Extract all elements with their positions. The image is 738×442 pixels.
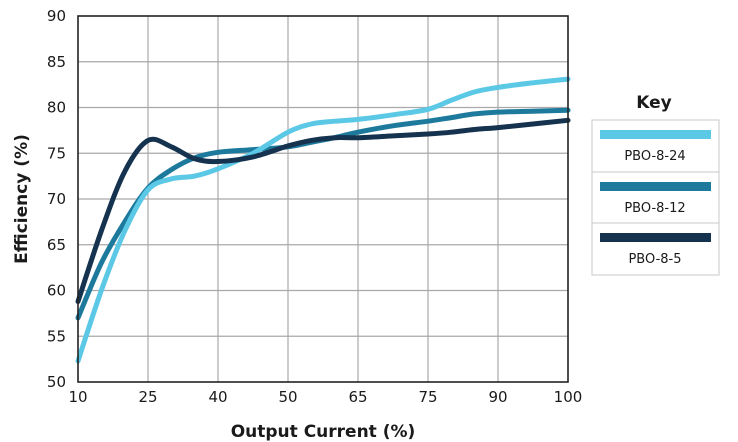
x-tick-labels: 10 25 40 50 65 75 90 100 (68, 388, 582, 406)
series-line-pbo-8-5 (75, 117, 571, 304)
x-tick-label: 10 (68, 388, 87, 406)
legend-swatch-pbo-8-5 (600, 233, 711, 242)
plot-frame (77, 15, 569, 383)
x-tick-label: 75 (418, 388, 437, 406)
x-tick-label: 50 (278, 388, 297, 406)
legend-box (591, 119, 720, 276)
x-tick-label: 90 (488, 388, 507, 406)
legend-label-pbo-8-24: PBO-8-24 (624, 149, 685, 164)
legend-label-pbo-8-5: PBO-8-5 (628, 252, 681, 267)
y-tick-label: 90 (47, 7, 66, 25)
x-tick-label: 100 (554, 388, 583, 406)
x-tick-label: 25 (138, 388, 157, 406)
legend: Key PBO-8-24 PBO-8-12 PBO-8-5 (591, 93, 720, 276)
y-tick-labels: 50 55 60 65 70 75 80 85 90 (47, 7, 66, 391)
y-tick-label: 80 (47, 99, 66, 117)
y-tick-label: 65 (47, 236, 66, 254)
y-tick-label: 55 (47, 327, 66, 345)
series-lines (75, 76, 571, 364)
y-tick-label: 75 (47, 144, 66, 162)
series-line-pbo-8-24 (75, 76, 571, 364)
y-tick-label: 60 (47, 282, 66, 300)
y-tick-label: 50 (47, 373, 66, 391)
x-tick-label: 65 (348, 388, 367, 406)
x-axis-title: Output Current (%) (231, 422, 416, 442)
legend-swatch-pbo-8-12 (600, 182, 711, 191)
grid-lines (78, 16, 568, 382)
legend-title: Key (636, 93, 672, 113)
y-tick-label: 85 (47, 53, 66, 71)
y-tick-label: 70 (47, 190, 66, 208)
legend-swatch-pbo-8-24 (600, 130, 711, 139)
legend-label-pbo-8-12: PBO-8-12 (624, 201, 685, 216)
x-tick-label: 40 (208, 388, 227, 406)
y-axis-title: Efficiency (%) (12, 134, 32, 264)
